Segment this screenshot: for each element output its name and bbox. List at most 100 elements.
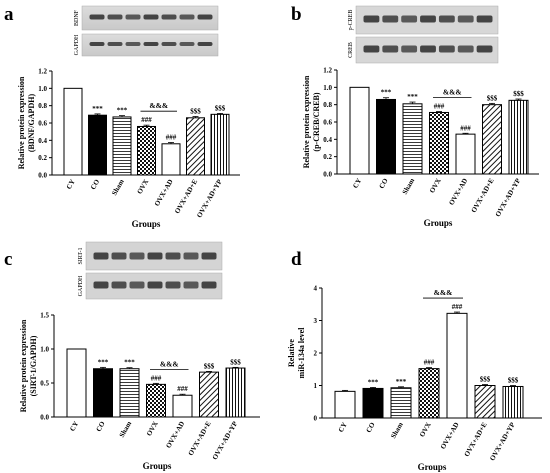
blot-band xyxy=(129,252,145,260)
blot-band xyxy=(165,252,181,260)
significance-label: ### xyxy=(151,374,162,382)
bar xyxy=(199,371,219,418)
blot-band xyxy=(93,281,109,289)
x-tick-label: Sham xyxy=(401,177,417,196)
bar xyxy=(474,385,496,419)
y-tick-label: 4 xyxy=(314,285,318,293)
significance-label: ### xyxy=(460,124,471,132)
bar xyxy=(482,104,502,175)
blot-band xyxy=(143,14,159,20)
blot-band xyxy=(457,15,474,23)
significance-label: $$$ xyxy=(508,377,519,385)
significance-label: ### xyxy=(177,385,188,393)
x-axis-label: Groups xyxy=(143,461,172,471)
y-tick-label: 1.0 xyxy=(323,84,332,92)
blot-band xyxy=(165,281,181,289)
blot-band xyxy=(476,45,493,53)
y-tick-label: 0.6 xyxy=(38,120,47,128)
y-tick-label: 0.8 xyxy=(323,101,332,109)
y-axis-label: Relative protein expression xyxy=(19,319,28,412)
blot-band xyxy=(401,15,418,23)
significance-label: $$$ xyxy=(190,108,201,116)
y-axis-label: Relative xyxy=(287,339,296,367)
panel-b: b p-CREB CREB 0.0 0.2 0.4 0.6 0.8 1.0 1.2 Relat… xyxy=(291,4,539,228)
y-tick-label: 2 xyxy=(314,350,318,358)
significance-label: $$$ xyxy=(487,94,498,102)
x-tick-label: OVX+AD xyxy=(439,421,461,451)
x-tick-label: Sham xyxy=(389,421,405,440)
western-blot: p-CREB CREB xyxy=(348,5,499,64)
significance-label: *** xyxy=(92,105,103,113)
y-tick-label: 3 xyxy=(314,317,318,325)
bar xyxy=(508,99,529,175)
y-tick-label: 1.0 xyxy=(38,85,47,93)
blot-band xyxy=(201,281,217,289)
blot-band xyxy=(363,15,380,23)
blot-band xyxy=(161,14,177,20)
bar xyxy=(146,383,166,418)
blot-band xyxy=(420,15,436,23)
x-axis-label: Groups xyxy=(424,218,453,228)
panel-c: c SIRT-1 GAPDH 0.0 0.5 1.0 1.5 Relative prot… xyxy=(4,241,260,471)
significance-label: $$$ xyxy=(513,90,524,98)
blot-band xyxy=(179,14,195,20)
blot-band xyxy=(89,14,105,20)
bracket-label: &&& xyxy=(160,359,179,368)
x-tick-label: Sham xyxy=(118,420,134,439)
x-tick-label: CY xyxy=(337,421,349,434)
panel-d: d 0 1 2 3 4 Relative miR-134a level CY *** CO *** S… xyxy=(287,249,542,472)
blot-band xyxy=(457,45,474,53)
y-tick-label: 1.0 xyxy=(40,346,49,354)
blot-band xyxy=(420,45,436,53)
significance-label: *** xyxy=(396,378,407,386)
bar xyxy=(362,387,384,419)
y-tick-label: 1.2 xyxy=(323,67,332,75)
x-tick-label: OVX+AD+E xyxy=(470,177,496,214)
bar xyxy=(137,125,156,176)
significance-label: ### xyxy=(452,303,463,311)
panel-label: c xyxy=(4,249,12,270)
significance-label: *** xyxy=(117,107,128,115)
x-tick-label: OVX xyxy=(428,177,443,194)
x-axis-label: Groups xyxy=(418,462,447,472)
blot-label-bottom: GAPDH xyxy=(78,275,84,296)
blot-label-bottom: CREB xyxy=(348,42,354,58)
blot-band xyxy=(438,45,455,53)
blot-band xyxy=(147,252,163,260)
x-tick-label: OVX+AD+YP xyxy=(211,419,240,461)
blot-band xyxy=(382,45,399,53)
blot-band xyxy=(197,14,213,20)
bar xyxy=(446,312,468,419)
y-tick-label: 0.0 xyxy=(40,414,49,422)
bar xyxy=(376,98,396,175)
bar xyxy=(63,87,83,176)
significance-label: *** xyxy=(381,89,392,97)
blot-band xyxy=(111,252,127,260)
blot-band xyxy=(179,42,195,46)
significance-label: $$$ xyxy=(230,358,241,366)
blot-band xyxy=(161,42,177,46)
blot-label-top: p-CREB xyxy=(348,10,354,31)
western-blot: BDNF GAPDH xyxy=(74,5,219,57)
bracket-label: &&& xyxy=(149,101,168,110)
significance-label: *** xyxy=(368,378,379,386)
bar xyxy=(186,117,205,176)
blot-band xyxy=(201,252,217,260)
significance-label: *** xyxy=(407,93,418,101)
panel-label: d xyxy=(291,249,302,270)
western-blot: SIRT-1 GAPDH xyxy=(78,241,223,300)
bar xyxy=(349,86,370,175)
bar xyxy=(390,387,412,419)
bar xyxy=(172,394,193,418)
blot-band xyxy=(125,14,141,20)
bar xyxy=(502,385,524,419)
bar xyxy=(334,390,356,419)
bar xyxy=(119,368,140,418)
x-tick-label: OVX+AD+YP xyxy=(488,420,517,462)
significance-label: ### xyxy=(434,103,445,111)
significance-label: ### xyxy=(424,359,435,367)
significance-label: $$$ xyxy=(480,376,491,384)
x-tick-label: Sham xyxy=(110,178,126,197)
blot-strip-bottom xyxy=(85,272,223,300)
